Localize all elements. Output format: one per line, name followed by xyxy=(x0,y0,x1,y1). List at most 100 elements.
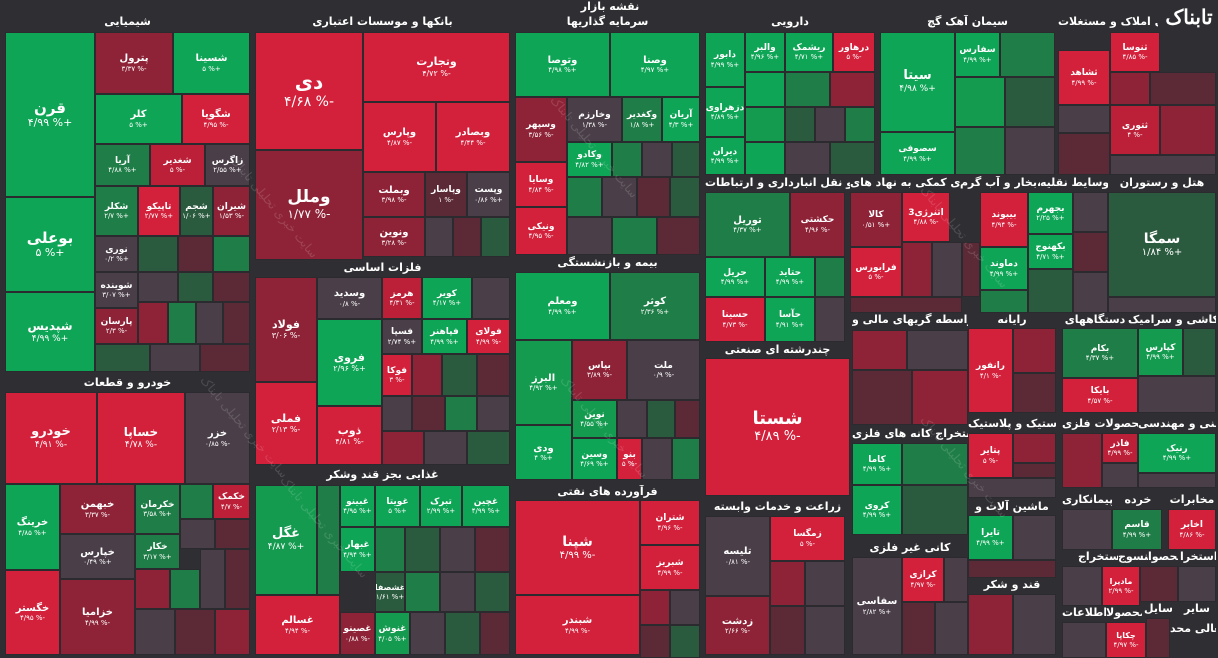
stock-tile[interactable]: فرابورس ۵ %- xyxy=(850,247,902,297)
stock-tile[interactable]: شستا ۴/۸۹ %- xyxy=(705,358,850,496)
stock-tile[interactable] xyxy=(968,478,1056,498)
stock-tile[interactable]: تایرا ۴/۹۹ %+ xyxy=(968,515,1013,560)
stock-tile[interactable]: زاگرس ۲/۵۵ %+ xyxy=(205,144,250,186)
stock-tile[interactable] xyxy=(135,609,175,655)
stock-tile[interactable] xyxy=(480,612,510,655)
stock-tile[interactable]: سصوفی ۴/۹۹ %+ xyxy=(880,132,955,175)
stock-tile[interactable]: فملی ۲/۱۳ %- xyxy=(255,382,317,465)
stock-tile[interactable] xyxy=(675,400,700,438)
stock-tile[interactable]: والبر ۴/۹۶ %+ xyxy=(745,32,785,72)
stock-tile[interactable]: پتایر ۵ %- xyxy=(968,433,1013,478)
stock-tile[interactable] xyxy=(1102,463,1138,488)
stock-tile[interactable]: وپست ۰/۸۶ %+ xyxy=(467,172,510,217)
stock-tile[interactable]: آریا ۴/۸۸ %+ xyxy=(95,144,150,186)
stock-tile[interactable]: وسایا ۴/۸۴ %- xyxy=(515,162,567,207)
stock-tile[interactable] xyxy=(935,602,968,655)
stock-tile[interactable] xyxy=(472,277,510,319)
stock-tile[interactable] xyxy=(1058,133,1110,175)
stock-tile[interactable]: آریان ۴/۳ %+ xyxy=(662,97,700,142)
stock-tile[interactable] xyxy=(200,344,250,372)
stock-tile[interactable] xyxy=(1028,269,1073,313)
stock-tile[interactable]: حسینا ۴/۷۳ %- xyxy=(705,297,765,342)
stock-tile[interactable] xyxy=(1005,77,1055,127)
stock-tile[interactable]: غویتا ۵ %+ xyxy=(375,485,420,527)
stock-tile[interactable] xyxy=(955,127,1005,175)
stock-tile[interactable] xyxy=(1146,618,1170,658)
stock-tile[interactable] xyxy=(785,142,830,175)
stock-tile[interactable]: دیران ۴/۹۹ %+ xyxy=(705,137,745,175)
stock-tile[interactable] xyxy=(475,527,510,572)
stock-tile[interactable]: شجم ۱/۰۶ %+ xyxy=(180,186,213,236)
stock-tile[interactable] xyxy=(135,569,170,609)
stock-tile[interactable] xyxy=(1110,72,1150,105)
stock-tile[interactable] xyxy=(475,572,510,612)
stock-tile[interactable] xyxy=(405,572,440,612)
stock-tile[interactable]: حریل ۴/۹۹ %+ xyxy=(705,257,765,297)
stock-tile[interactable] xyxy=(642,142,672,177)
stock-tile[interactable] xyxy=(1000,32,1055,77)
stock-tile[interactable]: فروی ۲/۹۶ %+ xyxy=(317,319,382,406)
stock-tile[interactable]: رانفور ۴/۱ %- xyxy=(968,328,1013,413)
stock-tile[interactable]: شتران ۴/۹۶ %- xyxy=(640,500,700,545)
stock-tile[interactable]: وخارزم ۱/۳۸ %- xyxy=(567,97,622,142)
stock-tile[interactable]: دی ۴/۶۸ %- xyxy=(255,32,363,150)
stock-tile[interactable] xyxy=(640,590,670,625)
stock-tile[interactable] xyxy=(932,242,962,297)
stock-tile[interactable]: وکغدیر ۱/۸ %+ xyxy=(622,97,662,142)
stock-tile[interactable] xyxy=(168,302,196,344)
stock-tile[interactable] xyxy=(1013,373,1056,413)
stock-tile[interactable] xyxy=(200,549,225,609)
stock-tile[interactable]: سفاسی ۲/۸۲ %+ xyxy=(852,557,902,655)
stock-tile[interactable]: شغدیر ۵ %- xyxy=(150,144,205,186)
stock-tile[interactable] xyxy=(1073,272,1108,313)
stock-tile[interactable]: دماوند ۴/۹۹ %+ xyxy=(980,247,1028,290)
stock-tile[interactable] xyxy=(670,590,700,625)
stock-tile[interactable]: شوینده ۳/۰۷ %+ xyxy=(95,272,138,308)
stock-tile[interactable]: شپدیس ۴/۹۹ %+ xyxy=(5,292,95,372)
stock-tile[interactable] xyxy=(1108,297,1216,313)
stock-tile[interactable] xyxy=(815,107,845,142)
stock-tile[interactable] xyxy=(902,443,968,485)
stock-tile[interactable] xyxy=(785,107,815,142)
stock-tile[interactable]: کلر ۵ %+ xyxy=(95,94,182,144)
stock-tile[interactable]: ملت ۰/۹ %- xyxy=(627,340,700,400)
stock-tile[interactable] xyxy=(672,142,700,177)
stock-tile[interactable] xyxy=(1178,566,1216,602)
stock-tile[interactable]: بجهرم ۲/۲۵ %+ xyxy=(1028,192,1073,234)
stock-tile[interactable] xyxy=(745,107,785,142)
stock-tile[interactable] xyxy=(424,431,467,465)
stock-tile[interactable]: پارسان ۲/۳ %- xyxy=(95,308,138,344)
stock-tile[interactable]: حتاید ۴/۹۹ %+ xyxy=(765,257,815,297)
stock-tile[interactable] xyxy=(1150,72,1216,105)
stock-tile[interactable] xyxy=(745,72,785,107)
stock-tile[interactable] xyxy=(317,485,340,595)
stock-tile[interactable]: کوثر ۲/۳۶ %+ xyxy=(610,272,700,340)
stock-tile[interactable] xyxy=(1062,433,1102,488)
stock-tile[interactable]: تلیسه ۰/۸۱ %- xyxy=(705,516,770,596)
stock-tile[interactable]: پترول ۳/۳۷ %- xyxy=(95,32,173,94)
stock-tile[interactable] xyxy=(170,569,200,609)
stock-tile[interactable]: فپاهنر ۴/۹۹ %+ xyxy=(422,319,467,354)
stock-tile[interactable]: وبصادر ۴/۴۴ %- xyxy=(436,102,510,172)
stock-tile[interactable] xyxy=(440,572,475,612)
stock-tile[interactable] xyxy=(962,242,980,297)
stock-tile[interactable]: خکمک ۴/۷ %- xyxy=(213,484,250,519)
stock-tile[interactable] xyxy=(670,625,700,658)
stock-tile[interactable] xyxy=(440,527,475,572)
stock-tile[interactable] xyxy=(907,330,968,370)
stock-tile[interactable]: وبملت ۳/۹۸ %- xyxy=(363,172,425,217)
stock-tile[interactable]: شبریز ۴/۹۹ %- xyxy=(640,545,700,590)
stock-tile[interactable]: مادیرا ۲/۹۹ %- xyxy=(1102,566,1140,606)
stock-tile[interactable]: غگل ۴/۸۷ %+ xyxy=(255,485,317,595)
stock-tile[interactable]: زدشت ۲/۶۶ %- xyxy=(705,596,770,655)
stock-tile[interactable] xyxy=(175,609,215,655)
stock-tile[interactable]: دزهراوی ۴/۸۹ %+ xyxy=(705,87,745,137)
stock-tile[interactable] xyxy=(412,396,445,431)
stock-tile[interactable] xyxy=(138,272,178,302)
stock-tile[interactable]: قرن ۴/۹۹ %+ xyxy=(5,32,95,197)
stock-tile[interactable] xyxy=(980,290,1028,313)
stock-tile[interactable] xyxy=(1013,594,1056,655)
stock-tile[interactable]: قاسم ۴/۹۹ %+ xyxy=(1112,509,1162,550)
stock-tile[interactable]: وکادو ۴/۸۲ %+ xyxy=(567,142,612,177)
stock-tile[interactable] xyxy=(425,217,453,257)
